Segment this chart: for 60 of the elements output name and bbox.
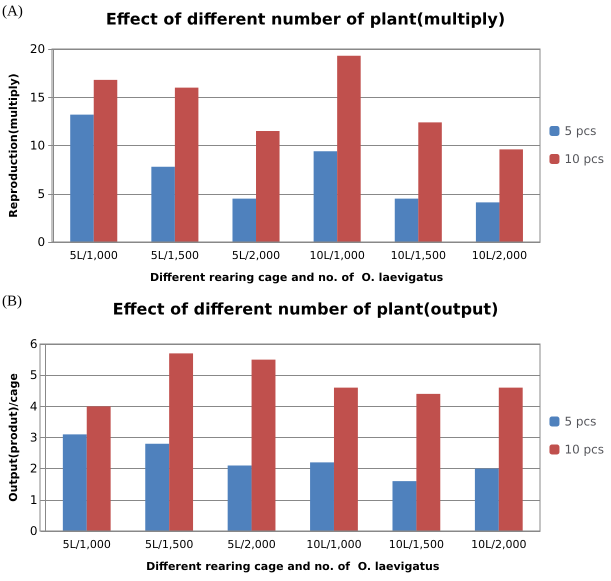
x-tick-label: 5L/1,000 [70, 249, 118, 262]
bar [174, 88, 198, 242]
legend-label: 10 pcs [564, 152, 604, 166]
bar [418, 122, 442, 242]
y-tick-label: 0 [30, 524, 38, 538]
bar [145, 444, 170, 531]
bar [70, 114, 94, 242]
y-tick-label: 4 [30, 399, 38, 414]
bar [310, 462, 334, 531]
x-tick-label: 10L/2,000 [472, 249, 528, 262]
bar [392, 481, 416, 531]
x-tick-label: 5L/2,000 [227, 538, 276, 551]
legend-label: 10 pcs [564, 442, 604, 456]
x-tick-label: 10L/2,000 [471, 538, 526, 551]
x-tick-label: 5L/1,500 [150, 249, 200, 262]
chart-title: Effect of different number of plant(multiply) [106, 10, 506, 28]
bar [252, 360, 276, 531]
bar [169, 353, 194, 531]
bar [86, 406, 111, 531]
bar [232, 198, 256, 242]
bar [476, 202, 500, 242]
x-axis-title: Different rearing cage and no. of O. laevigatus [150, 271, 444, 284]
text: (B) [2, 294, 22, 310]
x-tick-label: 10L/1,500 [388, 538, 444, 551]
chart-title: Effect of different number of plant(output) [112, 300, 498, 318]
y-tick-label: 3 [30, 430, 38, 444]
x-axis-title: Different rearing cage and no. of O. laevigatus [146, 560, 440, 573]
bar [334, 388, 358, 531]
bar [256, 131, 280, 242]
bar [499, 149, 523, 242]
x-tick-label: 10L/1,500 [390, 249, 446, 262]
bar [314, 151, 338, 242]
y-tick-label: 6 [30, 337, 38, 351]
bar [151, 166, 175, 242]
legend-label: 5 pcs [564, 124, 596, 138]
bar [416, 394, 440, 531]
x-tick-label: 5L/1,500 [144, 538, 194, 551]
y-tick-label: 0 [38, 235, 46, 249]
y-tick-label: 5 [30, 368, 38, 382]
y-axis-title: Output(produt)/cage [7, 373, 20, 502]
bar [94, 80, 118, 242]
bar [474, 468, 499, 531]
x-tick-label: 10L/1,000 [309, 249, 365, 262]
y-tick-label: 1 [30, 492, 38, 507]
bar [62, 434, 87, 531]
bar [498, 388, 523, 531]
y-tick-label: 15 [30, 90, 46, 104]
x-tick-label: 5L/2,000 [232, 249, 280, 262]
y-tick-label: 5 [38, 186, 46, 201]
legend-label: 5 pcs [564, 414, 596, 428]
bar [337, 56, 361, 242]
y-tick-label: 10 [30, 138, 46, 152]
y-tick-label: 2 [30, 462, 38, 476]
bar [394, 198, 418, 242]
y-tick-label: 20 [30, 42, 46, 56]
x-tick-label: 5L/1,000 [62, 538, 111, 551]
text: (A) [2, 4, 23, 20]
bar [228, 466, 252, 531]
x-tick-label: 10L/1,000 [306, 538, 362, 551]
y-axis-title: Reproduction(multiply) [7, 73, 20, 218]
